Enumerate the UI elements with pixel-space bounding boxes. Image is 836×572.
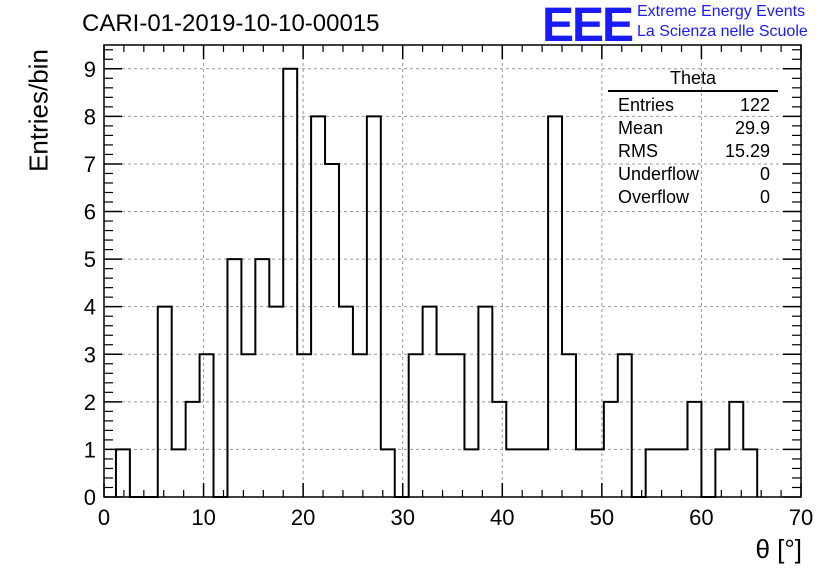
x-tick-label: 10 — [191, 505, 215, 530]
stats-row: Mean 29.9 — [608, 117, 778, 140]
y-tick-label: 6 — [84, 200, 96, 225]
stats-row: RMS 15.29 — [608, 140, 778, 163]
stats-value: 0 — [759, 187, 770, 207]
stats-value: 29.9 — [734, 118, 770, 138]
x-axis-label: θ [°] — [755, 534, 802, 564]
y-tick-label: 3 — [84, 342, 96, 367]
stats-row: Underflow 0 — [608, 163, 778, 186]
stats-value: 122 — [739, 95, 770, 115]
x-tick-label: 50 — [590, 505, 614, 530]
x-tick-label: 20 — [291, 505, 315, 530]
axis-ticks — [103, 45, 802, 498]
y-tick-label: 9 — [84, 57, 96, 82]
stats-label: Mean — [618, 118, 664, 138]
y-tick-label: 8 — [84, 104, 96, 129]
stats-label: RMS — [618, 141, 658, 161]
logo-line-1: Extreme Energy Events — [637, 3, 806, 20]
x-tick-label: 60 — [689, 505, 713, 530]
stats-row: Entries 122 — [608, 94, 778, 117]
plot-frame — [103, 44, 802, 498]
y-tick-label: 5 — [84, 247, 96, 272]
chart-title: CARI-01-2019-10-10-00015 — [82, 10, 380, 37]
stats-label: Overflow — [618, 187, 690, 207]
tick-labels: 0 10 20 30 40 50 60 70 0 1 2 3 4 5 6 7 8 9 — [84, 57, 813, 530]
y-tick-label: 4 — [84, 295, 96, 320]
stats-title: Theta — [608, 68, 778, 92]
histogram-series — [114, 67, 759, 498]
stats-row: Overflow 0 — [608, 186, 778, 209]
stats-label: Underflow — [618, 164, 700, 184]
logo-line-2: La Scienza nelle Scuole — [637, 23, 808, 40]
stats-box: Theta Entries 122 Mean 29.9 RMS 15.29 Under… — [608, 68, 778, 209]
x-tick-label: 0 — [98, 505, 110, 530]
x-tick-label: 40 — [490, 505, 514, 530]
y-tick-label: 7 — [84, 152, 96, 177]
stats-value: 15.29 — [724, 141, 770, 161]
x-tick-label: 70 — [789, 505, 813, 530]
y-tick-label: 2 — [84, 390, 96, 415]
x-tick-label: 30 — [390, 505, 414, 530]
logo-text: Extreme Energy Events La Scienza nelle S… — [637, 2, 808, 42]
y-axis-label: Entries/bin — [23, 49, 54, 172]
y-tick-label: 1 — [84, 437, 96, 462]
y-tick-label: 0 — [84, 485, 96, 510]
stats-value: 0 — [759, 164, 770, 184]
eee-logo: EEE — [542, 0, 634, 52]
stats-label: Entries — [618, 95, 675, 115]
